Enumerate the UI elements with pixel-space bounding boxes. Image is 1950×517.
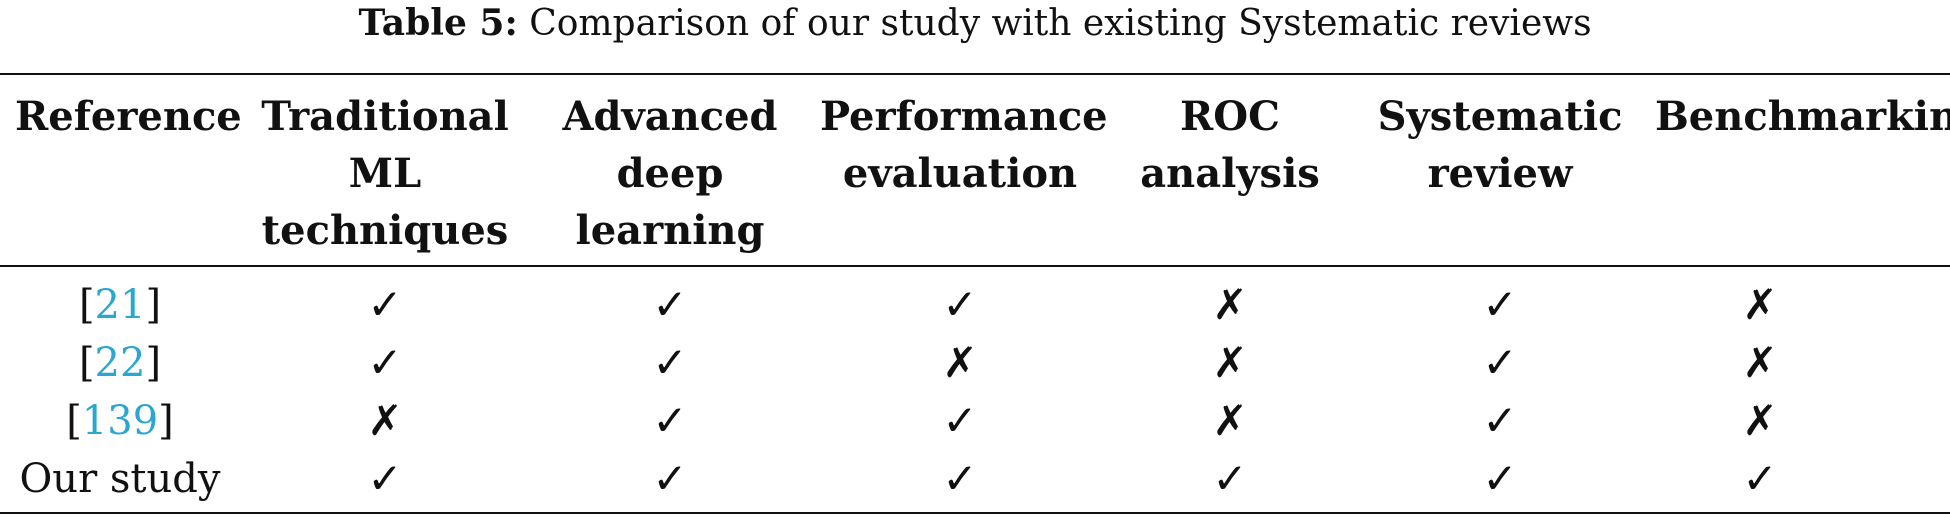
mark-benchmarking: ✗ <box>1742 396 1778 445</box>
table-row-reference: Our study <box>15 450 225 508</box>
header-line: ROC <box>1180 93 1280 140</box>
header-line: evaluation <box>842 150 1078 197</box>
mark-advanced-deep-learning: ✓ <box>652 396 688 445</box>
mark-systematic-review: ✓ <box>1482 454 1518 503</box>
mark-performance-evaluation: ✓ <box>942 396 978 445</box>
header-performance-evaluation: Performance evaluation <box>820 88 1108 202</box>
mark-roc-analysis: ✓ <box>1212 454 1248 503</box>
header-line: Traditional <box>261 93 509 140</box>
mark-benchmarking: ✓ <box>1742 454 1778 503</box>
ref-text: Our study <box>19 456 221 502</box>
mark-roc-analysis: ✗ <box>1212 396 1248 445</box>
table-caption-text: Comparison of our study with existing Sy… <box>529 3 1592 44</box>
mark-advanced-deep-learning: ✓ <box>652 338 688 387</box>
ref-bracket-open: [ <box>78 340 95 386</box>
ref-bracket-open: [ <box>78 282 95 328</box>
table-top-rule <box>0 73 1950 75</box>
header-line: review <box>1427 150 1573 197</box>
mark-performance-evaluation: ✗ <box>942 338 978 387</box>
header-line: Benchmarking <box>1655 93 1950 140</box>
mark-advanced-deep-learning: ✓ <box>652 454 688 503</box>
header-traditional-ml: Traditional ML techniques <box>260 88 510 259</box>
table-header-rule <box>0 265 1950 267</box>
mark-systematic-review: ✓ <box>1482 396 1518 445</box>
table-caption: Table 5: Comparison of our study with ex… <box>0 0 1950 47</box>
table-caption-label: Table 5: <box>358 2 518 44</box>
header-benchmarking: Benchmarking <box>1655 88 1950 145</box>
mark-roc-analysis: ✗ <box>1212 338 1248 387</box>
header-roc-analysis: ROC analysis <box>1130 88 1330 202</box>
mark-traditional-ml: ✓ <box>367 338 403 387</box>
mark-traditional-ml: ✓ <box>367 280 403 329</box>
header-line: learning <box>575 207 765 254</box>
citation-link[interactable]: 21 <box>94 282 146 328</box>
citation-link[interactable]: 22 <box>94 340 146 386</box>
table-row-reference: [22] <box>15 334 225 392</box>
ref-bracket-close: ] <box>145 282 162 328</box>
header-line: Advanced <box>562 93 778 140</box>
ref-bracket-close: ] <box>145 340 162 386</box>
mark-roc-analysis: ✗ <box>1212 280 1248 329</box>
header-line: techniques <box>261 207 509 254</box>
mark-performance-evaluation: ✓ <box>942 280 978 329</box>
mark-benchmarking: ✗ <box>1742 338 1778 387</box>
table-row-reference: [139] <box>15 392 225 450</box>
citation-link[interactable]: 139 <box>81 398 159 444</box>
table-bottom-rule <box>0 512 1950 514</box>
mark-advanced-deep-learning: ✓ <box>652 280 688 329</box>
header-line: Performance <box>820 93 1108 140</box>
table-row-reference: [21] <box>15 276 225 334</box>
mark-systematic-review: ✓ <box>1482 338 1518 387</box>
header-line: Systematic <box>1377 93 1623 140</box>
mark-benchmarking: ✗ <box>1742 280 1778 329</box>
header-line: Reference <box>15 93 242 140</box>
ref-bracket-close: ] <box>158 398 174 444</box>
header-line: analysis <box>1140 150 1320 197</box>
mark-traditional-ml: ✓ <box>367 454 403 503</box>
header-reference: Reference <box>15 88 242 145</box>
header-systematic-review: Systematic review <box>1370 88 1630 202</box>
mark-systematic-review: ✓ <box>1482 280 1518 329</box>
mark-performance-evaluation: ✓ <box>942 454 978 503</box>
header-line: deep <box>616 150 724 197</box>
ref-bracket-open: [ <box>66 398 82 444</box>
header-advanced-deep-learning: Advanced deep learning <box>550 88 790 259</box>
mark-traditional-ml: ✗ <box>367 396 403 445</box>
header-line: ML <box>348 150 422 197</box>
